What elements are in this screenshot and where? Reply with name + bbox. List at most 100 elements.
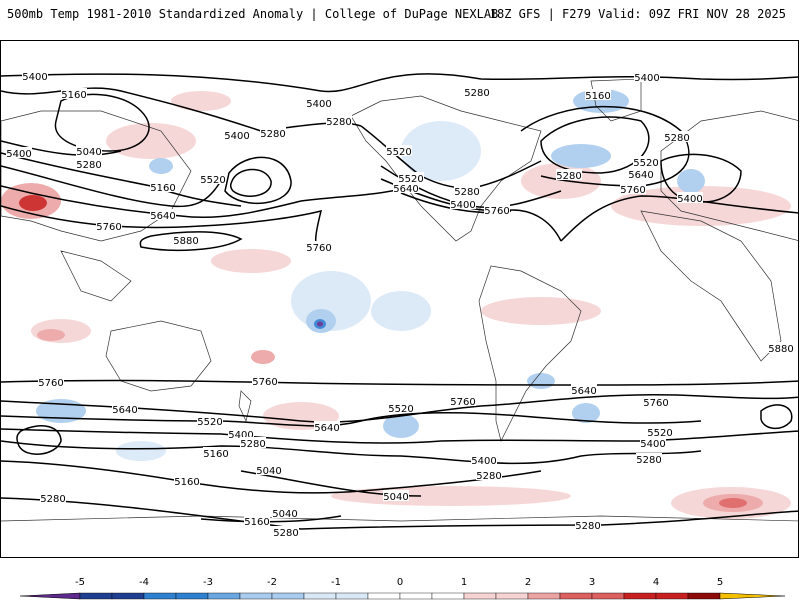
contour-label: 5040	[76, 147, 101, 158]
contour-label: 5040	[383, 492, 408, 503]
africa-outline	[640, 210, 782, 362]
colorbar-segment	[655, 592, 689, 600]
south-america-outline	[478, 265, 582, 443]
contour-label: 5280	[464, 88, 489, 99]
contour-label: 5280	[260, 129, 285, 140]
contour-label: 5640	[393, 184, 418, 195]
contour-label-bg	[150, 181, 176, 192]
contour-label-bg	[38, 376, 64, 387]
contour-5400-north	[1, 73, 798, 93]
contour-label-bg	[150, 209, 176, 220]
contour-label: 5280	[636, 455, 661, 466]
contour-label-bg	[398, 172, 424, 183]
contour-label-bg	[383, 490, 409, 501]
contour-label: 5280	[40, 494, 65, 505]
contour-label: 5400	[306, 99, 331, 110]
contour-label-bg	[22, 70, 48, 81]
contour-label-bg	[6, 147, 32, 158]
warm-anomaly-region	[251, 350, 275, 364]
contour-label: 5520	[197, 417, 222, 428]
contour-label: 5280	[326, 117, 351, 128]
eurasia-outline	[660, 110, 798, 241]
model-run-info: 18Z GFS | F279 Valid: 09Z FRI NOV 28 202…	[489, 7, 786, 21]
contour-5880-west	[139, 231, 243, 252]
colorbar-segment	[559, 592, 593, 600]
colorbar-segment	[143, 592, 177, 600]
colorbar-segment	[431, 592, 465, 600]
contour-label: 5280	[476, 471, 501, 482]
contour-5400-south	[1, 428, 798, 444]
contour-5280-antarctic	[1, 497, 798, 530]
contour-label-bg	[96, 220, 122, 231]
coastlines	[1, 78, 798, 522]
contour-label: 5520	[200, 175, 225, 186]
cold-anomaly-core	[317, 321, 323, 327]
contour-5280-south	[1, 440, 702, 465]
contour-label-bg	[272, 507, 298, 518]
contour-label: 5280	[76, 160, 101, 171]
contour-label-bg	[306, 97, 332, 108]
australia-outline	[105, 320, 212, 392]
colorbar-segment	[79, 592, 113, 600]
colorbar-segment	[367, 592, 401, 600]
contour-label: 5760	[484, 206, 509, 217]
contour-label-bg	[200, 173, 226, 184]
contour-5400-west	[1, 152, 242, 207]
header: 500mb Temp 1981-2010 Standardized Anomal…	[0, 0, 800, 30]
contour-label-bg	[634, 71, 660, 82]
warm-anomaly-region	[106, 123, 196, 159]
map-panel: 5400 5160 5400 5040 5280 5160 5640 5760 5400 5280…	[0, 40, 799, 558]
contour-label-bg	[643, 396, 669, 407]
contour-label-bg	[388, 402, 414, 413]
warm-anomaly-region	[481, 297, 601, 325]
colorbar-tick-label: 2	[525, 577, 531, 588]
contour-5640-south	[1, 394, 798, 423]
contour-5640-west	[1, 185, 402, 219]
contour-5160-west	[54, 93, 150, 152]
contour-label-bg	[620, 183, 646, 194]
contour-5760-east	[560, 195, 798, 242]
contour-label: 5280	[664, 133, 689, 144]
cold-anomaly-region	[383, 414, 419, 438]
contour-label-bg	[197, 415, 223, 426]
warm-anomaly-region	[211, 249, 291, 273]
contour-label-bg	[203, 447, 229, 458]
colorbar-tick-label: 0	[397, 577, 403, 588]
contour-label-bg	[677, 192, 703, 203]
contour-label: 5280	[454, 187, 479, 198]
southeast-asia-outline	[60, 250, 132, 302]
colorbar: -5 -4 -3 -2 -1 0 1 2 3 4 5	[0, 572, 800, 600]
colorbar-tick-label: 3	[589, 577, 595, 588]
cold-anomaly-region	[149, 158, 173, 174]
contour-5520-west	[1, 165, 222, 208]
contour-label-bg	[768, 342, 794, 353]
contour-label-bg	[454, 185, 480, 196]
cold-anomaly-region	[401, 121, 481, 181]
contour-label: 5760	[252, 377, 277, 388]
colorbar-min-arrow	[19, 592, 81, 600]
warm-anomaly-core	[19, 195, 47, 211]
cold-anomaly-region	[527, 373, 555, 389]
contour-label-bg	[386, 145, 412, 156]
colorbar-max-arrow	[719, 592, 786, 600]
contour-label: 5640	[150, 211, 175, 222]
contour-label: 5400	[677, 194, 702, 205]
contour-label-bg	[112, 403, 138, 414]
warm-anomaly-core	[719, 498, 747, 508]
contour-label: 5400	[471, 456, 496, 467]
contour-label-bg	[273, 526, 299, 537]
contour-label: 5520	[633, 158, 658, 169]
contour-label: 5400	[228, 430, 253, 441]
contour-5400-pacific	[224, 156, 292, 204]
contour-label: 5400	[450, 200, 475, 211]
contour-5160-antarctic	[200, 515, 342, 523]
contour-label-bg	[244, 515, 270, 526]
colorbar-segment	[623, 592, 657, 600]
contour-label-bg	[76, 158, 102, 169]
colorbar-segment	[463, 592, 497, 600]
contour-label: 5160	[61, 90, 86, 101]
cold-anomaly-region	[572, 403, 600, 423]
contour-5760-south	[1, 379, 798, 386]
contour-5400-east	[660, 153, 742, 203]
colorbar-segment	[111, 592, 145, 600]
